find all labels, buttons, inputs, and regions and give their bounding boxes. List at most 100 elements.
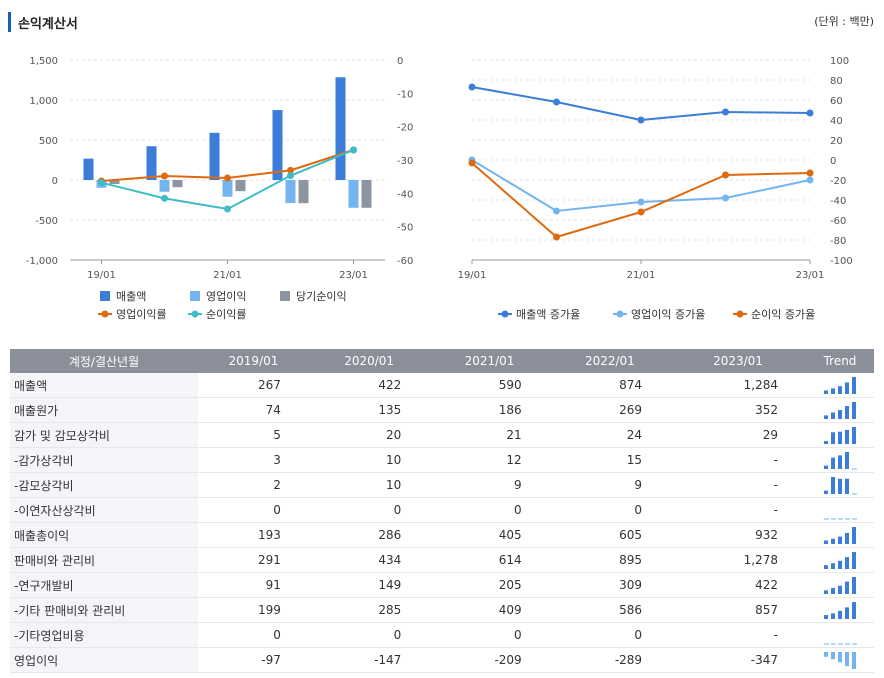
trend-sparkline [824,527,856,544]
trend-sparkline [824,477,857,495]
legend-swatch [100,291,110,301]
header-year: 2019/01 [198,349,309,373]
trend-bar [845,532,849,544]
y-left-tick-label: 1,500 [29,56,58,67]
trend-bar [824,643,829,645]
table-row: 매출총이익 193 286 405 605 932 [10,522,874,548]
cell-value: 5 [198,422,309,448]
header-year: 2022/01 [549,349,671,373]
line-point-1 [287,166,294,174]
trend-bar [845,518,850,520]
trend-bar [838,431,842,444]
legend-swatch-dot [191,310,199,318]
legend-label: 순이익률 [206,308,246,321]
table-row: 영업이익 -97 -147 -209 -289 -347 [10,647,874,673]
y-right-tick-label: 80 [830,76,843,87]
line-point-2 [553,207,560,215]
trend-bar [831,587,835,594]
table-row: 감가 및 감모상각비 5 20 21 24 29 [10,422,874,448]
trend-bar [852,427,856,444]
line-point-1 [806,109,814,117]
table-row: -감모상각비 2 10 9 9- [10,472,874,498]
cell-value: 12 [429,447,550,473]
cell-value: 614 [429,547,550,573]
table-row: -이연자산상각비 0 0 0 0- [10,497,874,523]
trend-bar [845,607,849,619]
bar-3 [109,180,120,184]
legend-swatch [190,291,200,301]
y-right-tick-label: 20 [830,136,843,147]
row-label: -기타 판매비와 관리비 [10,597,198,623]
table-header-row: 계정/결산년월 2019/01 2020/01 2021/01 2022/01 2023/… [10,349,874,373]
cell-value: 9 [549,472,671,498]
legend-label: 당기순이익 [296,290,347,303]
legend-label: 매출액 [116,290,146,303]
line-point-2 [224,205,231,213]
row-label: -감가상각비 [10,447,198,473]
cell-value: 291 [198,547,309,573]
trend-bar [845,581,849,594]
table-row: -감가상각비 3 10 12 15- [10,447,874,473]
cell-value: 205 [429,572,550,598]
cell-value: 857 [670,597,806,623]
cell-value: 15 [549,447,671,473]
cell-value: 309 [549,572,671,598]
y-right-tick-label: 60 [830,96,843,107]
legend-swatch-dot [501,310,509,318]
trend-bar [824,615,828,619]
trend-bar [824,465,828,469]
trend-bar [845,557,849,569]
trend-bar [845,429,849,444]
trend-cell [806,597,874,623]
trend-bar [852,518,857,520]
cell-value: 286 [308,522,430,548]
line-point-3 [806,169,814,177]
trend-bar [824,565,828,569]
line-point-2 [637,198,645,206]
bar-3 [361,180,372,208]
legend-label: 매출액 증가율 [516,308,580,321]
trend-bar [824,390,828,394]
cell-value: 2 [198,472,309,498]
trend-sparkline [824,602,856,619]
cell-value: 0 [429,622,550,648]
trend-bar [831,538,835,544]
table-row: -기타영업비용 0 0 0 0- [10,622,874,648]
bar-2 [159,180,170,192]
series-line-1 [471,86,811,122]
row-label: 감가 및 감모상각비 [10,422,198,448]
legend-swatch [280,291,290,301]
income-table: 계정/결산년월 2019/01 2020/01 2021/01 2022/01 2023/… [10,349,874,673]
cell-value: 10 [308,447,430,473]
cell-value: 590 [429,373,550,398]
trend-bar [838,455,842,469]
table-row: 매출원가 74 135 186 269 352 [10,397,874,423]
trend-bar [831,432,835,444]
cell-value: 0 [198,622,309,648]
row-label: -연구개발비 [10,572,198,598]
y-right-tick-label: -40 [830,196,846,207]
trend-bar [845,652,849,667]
y-right-tick-label: -20 [830,176,846,187]
legend-swatch-dot [736,310,744,318]
trend-bar [831,457,835,469]
y-right-tick-label: 0 [397,56,403,67]
unit-label: (단위 : 백만) [814,15,874,28]
trend-cell [806,522,874,548]
trend-bar [831,613,835,619]
trend-sparkline [824,552,856,569]
line-point-3 [722,171,729,179]
trend-bar [831,518,836,520]
trend-bar [838,478,842,494]
cell-value: 29 [670,422,806,448]
cell-value: 0 [198,497,309,523]
legend-swatch-dot [616,310,624,318]
line-point-2 [350,146,357,154]
table-row: -연구개발비 91 149 205 309 422 [10,572,874,598]
legend-label: 영업이익 [206,290,246,303]
row-label: 매출총이익 [10,522,198,548]
table-body: 매출액 267 422 590 874 1,284 매출원가 74 135 186 269 352 감가… [10,373,874,673]
line-point-3 [553,233,560,241]
cell-value: - [670,472,806,498]
cell-value: -97 [198,647,309,673]
